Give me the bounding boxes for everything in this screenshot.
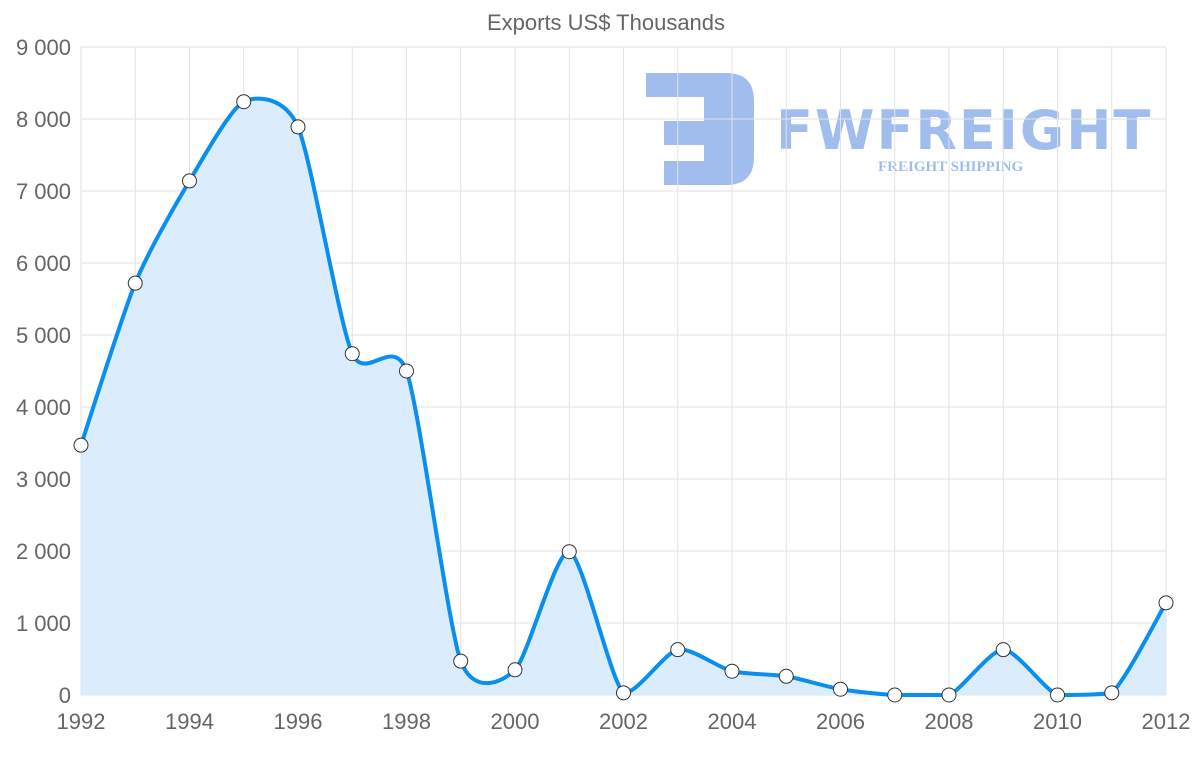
y-tick-label: 2 000 xyxy=(16,539,71,564)
watermark-name: FWFREIGHT xyxy=(776,99,1153,162)
data-point xyxy=(344,346,360,362)
y-tick-label: 6 000 xyxy=(16,251,71,276)
logo-mark-icon xyxy=(646,73,754,185)
x-tick-label: 1994 xyxy=(165,709,214,734)
data-point xyxy=(73,437,89,453)
x-tick-label: 2000 xyxy=(491,709,540,734)
x-tick-label: 1996 xyxy=(274,709,323,734)
data-point xyxy=(127,275,143,291)
watermark-subtitle: FREIGHT SHIPPING xyxy=(878,159,1024,175)
data-point xyxy=(724,663,740,679)
data-point xyxy=(670,642,686,658)
data-point xyxy=(1050,687,1065,703)
data-point xyxy=(561,544,577,560)
y-tick-label: 4 000 xyxy=(16,395,71,420)
area-fill xyxy=(81,98,1166,696)
data-point xyxy=(236,94,252,110)
y-tick-label: 3 000 xyxy=(16,467,71,492)
data-point xyxy=(833,681,848,697)
y-tick-label: 9 000 xyxy=(16,35,71,60)
watermark-logo: FWFREIGHT FREIGHT SHIPPING xyxy=(646,73,1166,193)
x-tick-label: 2006 xyxy=(816,709,865,734)
data-point xyxy=(995,642,1011,658)
x-tick-label: 2002 xyxy=(599,709,648,734)
y-tick-label: 7 000 xyxy=(16,179,71,204)
data-point xyxy=(290,119,306,135)
y-tick-label: 8 000 xyxy=(16,107,71,132)
data-point xyxy=(778,668,794,684)
data-point xyxy=(887,687,903,703)
y-tick-label: 0 xyxy=(59,683,71,708)
y-tick-label: 5 000 xyxy=(16,323,71,348)
data-point xyxy=(1158,595,1174,611)
x-tick-label: 2004 xyxy=(708,709,757,734)
data-point xyxy=(941,687,957,703)
data-point xyxy=(507,662,523,678)
data-point xyxy=(453,653,469,669)
y-tick-label: 1 000 xyxy=(16,611,71,636)
data-point xyxy=(616,685,631,701)
chart-title: Exports US$ Thousands xyxy=(487,10,725,35)
x-tick-label: 1992 xyxy=(57,709,106,734)
x-tick-label: 2008 xyxy=(925,709,974,734)
x-tick-label: 2010 xyxy=(1033,709,1082,734)
x-tick-label: 1998 xyxy=(382,709,431,734)
x-tick-label: 2012 xyxy=(1142,709,1191,734)
data-point xyxy=(399,363,414,379)
data-point xyxy=(182,173,197,189)
data-point xyxy=(1104,685,1120,701)
